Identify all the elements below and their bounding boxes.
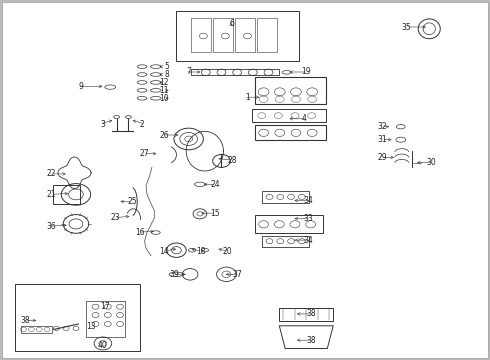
Text: 31: 31 [377,135,387,144]
Text: 22: 22 [47,169,56,178]
Bar [257,18,277,52]
Text: 7: 7 [186,68,191,77]
Text: 6: 6 [229,19,234,28]
Text: 26: 26 [159,130,169,139]
Bar [86,301,125,337]
Text: 2: 2 [140,120,145,129]
Text: 3: 3 [100,120,105,129]
Text: 20: 20 [223,247,233,256]
Bar [255,77,326,104]
Text: 30: 30 [426,158,436,167]
Text: 13: 13 [86,323,96,331]
Text: 36: 36 [47,222,56,231]
Text: 15: 15 [211,209,220,217]
Text: 35: 35 [402,22,412,31]
Bar [15,284,140,351]
Text: 8: 8 [164,70,169,79]
Text: 38: 38 [306,309,316,318]
Text: 24: 24 [211,180,220,189]
Text: 9: 9 [78,82,83,91]
Text: 38: 38 [306,336,316,345]
Text: 39: 39 [169,270,179,279]
Text: 34: 34 [304,235,314,245]
Bar [255,215,323,233]
Text: 23: 23 [110,213,120,222]
Text: 32: 32 [377,122,387,131]
Bar [53,185,80,204]
Bar [176,11,299,61]
Text: 28: 28 [228,156,237,165]
Text: 27: 27 [140,149,149,158]
Text: 29: 29 [377,153,387,162]
Text: 1: 1 [245,93,250,102]
Text: 11: 11 [160,86,169,95]
Text: 33: 33 [304,214,314,223]
Bar [262,191,309,203]
Text: 16: 16 [135,228,145,237]
Bar [235,18,255,52]
Bar [252,109,326,122]
Text: 34: 34 [304,196,314,205]
Text: 17: 17 [100,302,110,311]
Text: 18: 18 [196,247,205,256]
Text: 12: 12 [160,78,169,87]
Text: 5: 5 [164,62,169,71]
Bar [213,18,233,52]
Text: 10: 10 [159,94,169,103]
Text: 38: 38 [21,316,30,325]
Text: 19: 19 [301,68,311,77]
Bar [262,236,309,247]
Bar [191,18,211,52]
Text: 40: 40 [98,341,108,350]
Bar [21,326,52,333]
Text: 21: 21 [47,190,56,199]
Text: 4: 4 [301,114,306,123]
Bar [191,69,279,75]
Text: 37: 37 [233,270,243,279]
Text: 14: 14 [159,247,169,256]
Bar [255,125,326,140]
Text: 25: 25 [127,197,137,206]
